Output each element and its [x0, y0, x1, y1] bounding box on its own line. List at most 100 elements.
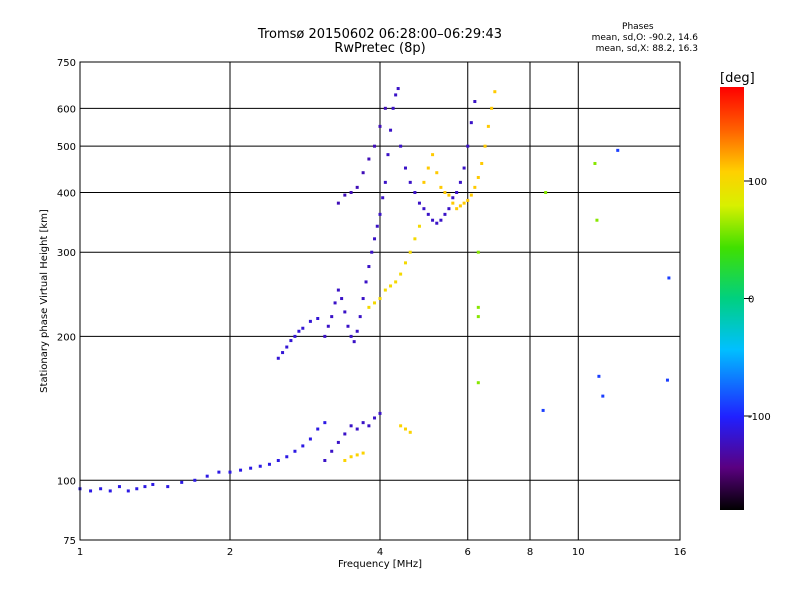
data-point	[330, 449, 334, 453]
data-point	[373, 301, 377, 305]
y-axis-ticks: 75 100 200 300 400 500 600 750	[57, 58, 76, 547]
data-point	[349, 334, 353, 338]
x-tick-label: 2	[227, 547, 233, 558]
data-point	[343, 310, 347, 314]
data-point	[422, 180, 426, 184]
data-point	[389, 284, 393, 288]
data-point	[435, 221, 439, 225]
data-point	[417, 224, 421, 228]
data-point	[476, 315, 480, 319]
data-point	[408, 250, 412, 254]
data-point	[493, 90, 497, 94]
data-point	[349, 424, 353, 428]
data-point	[469, 193, 473, 197]
data-point	[399, 144, 403, 148]
x-tick-label: 6	[465, 547, 471, 558]
data-point	[458, 180, 462, 184]
data-point	[361, 421, 365, 425]
data-point	[373, 416, 377, 420]
data-point	[239, 468, 243, 472]
data-point	[289, 339, 293, 343]
data-point	[336, 288, 340, 292]
data-point	[593, 161, 597, 165]
data-point	[323, 421, 327, 425]
data-point	[355, 453, 359, 457]
data-point	[458, 204, 462, 208]
data-point	[383, 180, 387, 184]
data-point	[486, 124, 490, 128]
data-point	[544, 190, 548, 194]
data-point	[431, 153, 435, 157]
data-point	[316, 427, 320, 431]
data-point	[151, 482, 155, 486]
data-point	[293, 334, 297, 338]
data-point	[355, 185, 359, 189]
phase-stats-o-mode: mean, sd,O: -90.2, 14.6	[591, 33, 698, 43]
data-point	[323, 334, 327, 338]
data-point	[455, 190, 459, 194]
data-point	[378, 411, 382, 415]
phase-stats-heading: Phases	[622, 22, 654, 32]
colorbar-tick-label: 100	[748, 177, 767, 188]
grid	[79, 61, 681, 541]
data-point	[205, 474, 209, 478]
data-point	[667, 276, 671, 280]
data-point	[361, 171, 365, 175]
data-point	[403, 166, 407, 170]
data-point	[462, 201, 466, 205]
data-point	[285, 345, 289, 349]
data-point	[403, 427, 407, 431]
data-point	[443, 212, 447, 216]
data-point	[389, 128, 393, 132]
data-point	[267, 462, 271, 466]
data-point	[417, 201, 421, 205]
data-point	[343, 458, 347, 462]
data-point	[451, 196, 455, 200]
data-point	[349, 455, 353, 459]
data-point	[595, 218, 599, 222]
colorbar-tick-label: 0	[748, 295, 754, 306]
data-point	[193, 478, 197, 482]
data-point	[301, 326, 305, 330]
data-point	[301, 444, 305, 448]
data-point	[330, 315, 334, 319]
data-point	[462, 166, 466, 170]
data-point	[135, 487, 139, 491]
data-point	[396, 87, 400, 91]
data-point	[383, 288, 387, 292]
data-point	[466, 144, 470, 148]
data-point	[180, 480, 184, 484]
data-point	[426, 166, 430, 170]
data-point	[378, 297, 382, 301]
colorbar-tick-label: -100	[748, 412, 771, 423]
data-point	[343, 432, 347, 436]
data-point	[476, 381, 480, 385]
data-point	[346, 324, 350, 328]
data-point	[378, 124, 382, 128]
data-point	[476, 175, 480, 179]
data-point	[249, 466, 253, 470]
data-point	[422, 207, 426, 211]
data-point	[439, 185, 443, 189]
data-point	[541, 408, 545, 412]
chart-subtitle: RwPretec (8p)	[334, 41, 426, 56]
y-tick-label: 200	[57, 332, 76, 343]
data-point	[447, 207, 451, 211]
data-point	[364, 280, 368, 284]
data-point	[367, 157, 371, 161]
colorbar: [deg] 100 0 -100	[720, 71, 771, 510]
data-point	[375, 224, 379, 228]
y-tick-label: 600	[57, 104, 76, 115]
data-point	[361, 297, 365, 301]
data-point	[333, 301, 337, 305]
x-tick-label: 16	[674, 547, 687, 558]
data-point	[285, 455, 289, 459]
data-point	[276, 356, 280, 360]
data-point	[126, 489, 130, 493]
data-point	[336, 440, 340, 444]
data-point	[413, 237, 417, 241]
data-point	[308, 319, 312, 323]
data-point	[378, 212, 382, 216]
y-tick-label: 75	[63, 536, 76, 547]
